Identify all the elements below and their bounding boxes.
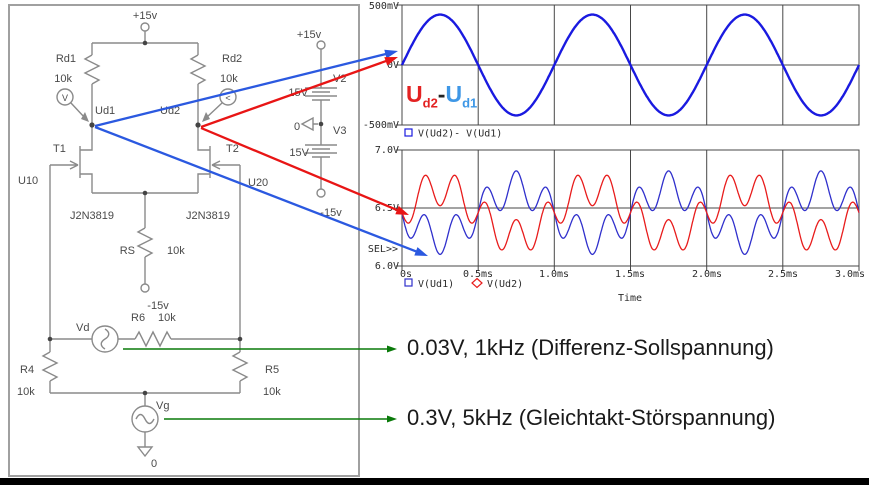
plot2-xtick-2: 1.0ms [539,269,569,280]
plot2-xtick-0: 0s [400,269,412,280]
label-r5: R5 [265,364,279,376]
label-t2: T2 [226,143,239,155]
label-rs: RS [120,245,135,257]
label-t1-model: J2N3819 [70,210,114,222]
blue-arrow-top-head [384,49,398,59]
label-v3-zero: 0 [294,121,300,133]
legend-square-icon-plot1 [404,128,413,137]
label-r6-value: 10k [158,312,176,324]
formula-minus: - [437,81,446,107]
annotation-common-mode: 0.3V, 5kHz (Gleichtakt-Störspannung) [407,405,776,430]
label-vd: Vd [76,322,89,334]
waveform-vud2 [401,174,860,251]
terminal-vstack-minus [316,188,326,198]
label-vcc-top: +15v [133,10,158,22]
pointer-arrows [94,49,428,423]
plot2-xtick-6: 3.0ms [835,269,865,280]
blue-arrow-bottom-head [414,247,428,256]
plot2-xtick-5: 2.5ms [768,269,798,280]
schematic-border [8,4,360,477]
terminal-vee-rs [140,283,150,293]
plot2-xtick-1: 0.5ms [463,269,493,280]
plot2-xaxis-title: Time [618,293,642,304]
formula-ud2: Ud2 [406,81,438,111]
wires [41,22,337,458]
voltage-probe-icon-ud1 [56,88,74,106]
junction-dots [47,40,324,396]
plot2-legend-label-1: V(Ud1) [418,279,454,290]
plot1-ytick-bot: -500mV [363,120,399,131]
plot2-ytick-mid: 6.5V [375,203,399,214]
blue-arrow-top [94,52,388,128]
probe2-glyph: < [225,93,230,103]
legend-diamond-icon-plot2 [471,277,483,289]
plot2-xtick-3: 1.5ms [615,269,645,280]
plot2-legend-label-2: V(Ud2) [487,279,523,290]
schematic-panel: +15v Rd1 10k Rd2 10k V < Ud1 Ud2 T1 T2 U… [8,4,360,477]
difference-formula-label: Ud2-Ud1 [406,81,477,111]
label-t2-model: J2N3819 [186,210,230,222]
red-arrow-bottom [200,126,399,212]
sel-indicator: SEL>> [368,244,398,255]
label-u10: U10 [18,175,38,187]
plot2-ytick-bot: 6.0V [375,261,399,272]
formula-ud1: Ud1 [445,81,478,111]
label-vee-mid: -15v [147,300,169,312]
legend-square-icon-plot2 [404,278,413,287]
waveform-vud2-minus-vud1 [400,13,861,117]
green-arrow-common-head [387,415,397,423]
probe-plots: 500mV 0V -500mV V(Ud2)- V(Ud1) 7.0V 6.5V… [363,1,865,304]
plot2-ytick-top: 7.0V [375,145,399,156]
label-rs-value: 10k [167,245,185,257]
label-v3: V3 [333,125,346,137]
terminal-vstack-plus [316,40,326,50]
label-r4-value: 10k [17,386,35,398]
label-rd2-value: 10k [220,73,238,85]
battery-v3 [305,144,337,158]
green-arrow-diff-head [387,345,397,353]
label-rd1-value: 10k [54,73,72,85]
label-rd1: Rd1 [56,53,76,65]
probe2-arrowhead [202,112,210,122]
label-u20: U20 [248,177,268,189]
label-vstack-minus: -15v [320,207,342,219]
red-arrow-bottom-head [395,205,409,215]
label-t1: T1 [53,143,66,155]
plot2-frame-grid [396,149,860,271]
plot1-ytick-mid: 0V [387,60,399,71]
label-gnd-bottom: 0 [151,458,157,470]
voltage-probe-icon-ud2 [219,88,237,106]
probe1-glyph: V [62,93,68,103]
plot1-legend-label: V(Ud2)- V(Ud1) [418,129,502,140]
bottom-black-bar [0,478,869,485]
label-vg: Vg [156,400,169,412]
vd-source-symbol [91,325,119,353]
probe1-arrowhead [81,112,89,122]
red-arrow-top-head [384,57,398,66]
annotation-differential: 0.03V, 1kHz (Differenz-Sollspannung) [407,335,774,360]
label-rd2: Rd2 [222,53,242,65]
battery-v2 [305,87,337,101]
plot1-ytick-top: 500mV [369,1,399,12]
terminal-vcc [140,22,150,32]
label-r4: R4 [20,364,34,376]
plot2-xtick-4: 2.0ms [692,269,722,280]
red-arrow-top [200,59,388,129]
label-v3-value: 15V [289,147,309,159]
label-r6: R6 [131,312,145,324]
label-ud1: Ud1 [95,105,115,117]
label-r5-value: 10k [263,386,281,398]
gnd-marker-mid [300,116,318,132]
blue-arrow-bottom [94,125,418,253]
label-vstack-plus: +15v [297,29,322,41]
